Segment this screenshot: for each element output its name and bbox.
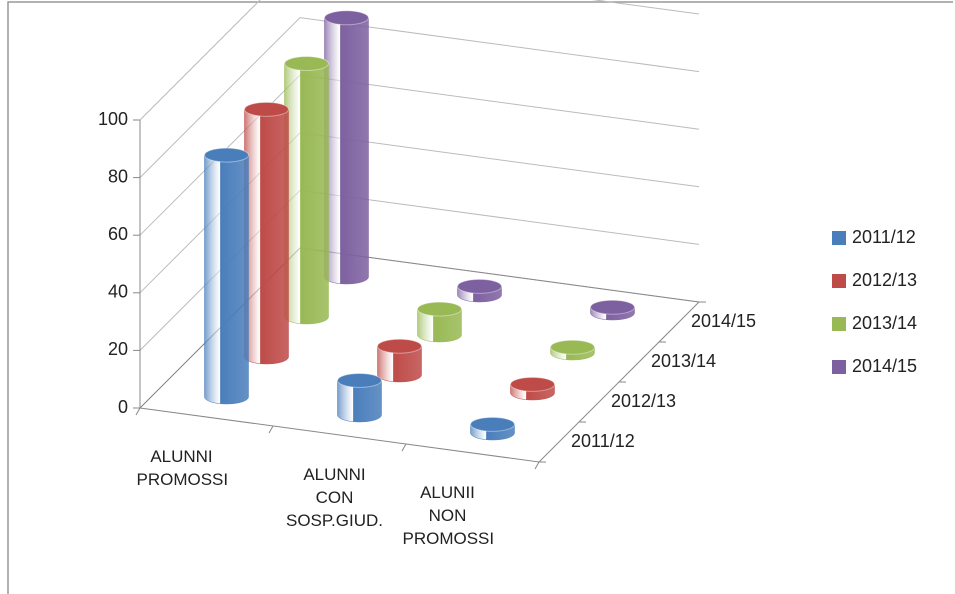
x-tick: [534, 461, 540, 470]
cylinder: [324, 17, 369, 285]
cylinder-top: [204, 147, 249, 163]
cylinder-top: [457, 278, 502, 294]
cylinder: [284, 63, 329, 325]
legend-label: 2011/12: [852, 227, 916, 247]
grid-line: [139, 17, 700, 178]
legend-swatch: [832, 317, 846, 331]
legend-swatch: [832, 274, 846, 288]
depth-label: 2012/13: [611, 391, 676, 411]
x-tick: [401, 443, 407, 452]
cylinder-top: [590, 299, 635, 315]
x-tick-label: ALUNNI CON SOSP.GIUD.: [286, 465, 383, 530]
legend-label: 2012/13: [852, 270, 917, 290]
grid-line: [139, 0, 700, 121]
legend-swatch: [832, 360, 846, 374]
cylinder-top: [470, 416, 515, 432]
cylinder-top: [417, 301, 462, 317]
x-tick-label: ALUNII NON PROMOSSI: [402, 483, 495, 548]
cylinder-top: [510, 376, 555, 392]
depth-label: 2013/14: [651, 351, 716, 371]
cylinder: [204, 154, 249, 405]
cylinder: [417, 308, 462, 343]
legend-label: 2013/14: [852, 313, 917, 333]
cylinder-top: [324, 10, 369, 26]
frame: [7, 1, 953, 594]
cylinder-top: [284, 56, 329, 72]
depth-label: 2014/15: [691, 311, 756, 331]
legend-swatch: [832, 231, 846, 245]
y-tick-label: 80: [108, 166, 128, 186]
cylinder-top: [244, 101, 289, 117]
cylinder-top: [550, 339, 595, 355]
y-tick-label: 100: [98, 109, 128, 129]
cylinder: [244, 109, 289, 365]
legend-label: 2014/15: [852, 356, 917, 376]
x-tick: [268, 425, 274, 434]
y-tick-label: 60: [108, 224, 128, 244]
y-tick-label: 40: [108, 282, 128, 302]
x-tick-label: ALUNNI PROMOSSI: [136, 447, 229, 489]
cylinder-top: [337, 372, 382, 388]
depth-label: 2011/12: [571, 431, 635, 451]
y-tick-label: 0: [118, 397, 128, 417]
cylinder: [337, 380, 382, 423]
cylinder-top: [377, 338, 422, 354]
x-tick: [135, 407, 141, 416]
y-tick-label: 20: [108, 339, 128, 359]
